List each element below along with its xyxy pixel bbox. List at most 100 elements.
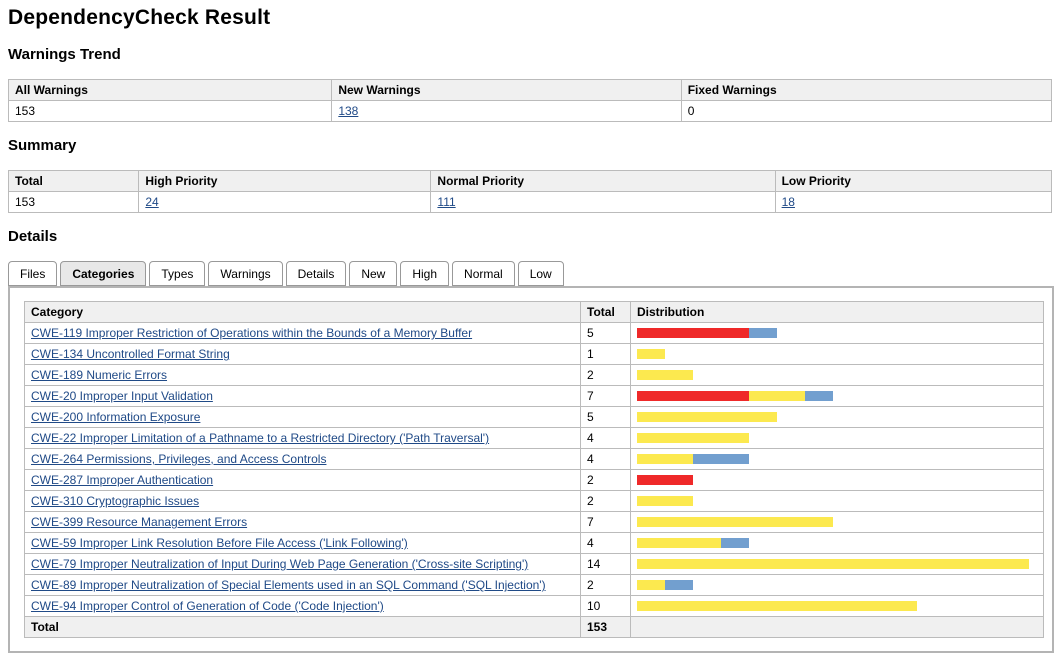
category-total: 7 <box>580 511 631 533</box>
tab-warnings[interactable]: Warnings <box>208 261 283 286</box>
distribution-segment-normal <box>637 517 833 527</box>
high-priority-link[interactable]: 24 <box>145 195 159 209</box>
distribution-segment-low <box>805 391 833 401</box>
col-category-total: Total <box>580 301 631 323</box>
table-row: CWE-287 Improper Authentication 2 <box>24 469 1044 491</box>
col-distribution: Distribution <box>630 301 1044 323</box>
distribution-bar <box>637 601 1037 611</box>
distribution-bar <box>637 496 1037 506</box>
distribution-segment-low <box>721 538 749 548</box>
table-row: CWE-310 Cryptographic Issues 2 <box>24 490 1044 512</box>
distribution-segment-normal <box>749 391 805 401</box>
table-row: CWE-119 Improper Restriction of Operatio… <box>24 322 1044 344</box>
category-total: 7 <box>580 385 631 407</box>
category-link[interactable]: CWE-22 Improper Limitation of a Pathname… <box>31 431 490 445</box>
distribution-segment-low <box>665 580 693 590</box>
distribution-segment-high <box>637 328 749 338</box>
category-link[interactable]: CWE-134 Uncontrolled Format String <box>31 347 230 361</box>
fixed-warnings-value: 0 <box>680 100 1053 122</box>
table-row: CWE-189 Numeric Errors 2 <box>24 364 1044 386</box>
tab-high[interactable]: High <box>400 261 450 286</box>
category-total: 4 <box>580 532 631 554</box>
tab-low[interactable]: Low <box>517 261 564 286</box>
details-heading: Details <box>8 228 58 245</box>
distribution-bar <box>637 370 1037 380</box>
category-total: 2 <box>580 490 631 512</box>
distribution-segment-normal <box>637 559 1029 569</box>
category-link[interactable]: CWE-310 Cryptographic Issues <box>31 494 200 508</box>
table-row: CWE-134 Uncontrolled Format String 1 <box>24 343 1044 365</box>
distribution-segment-normal <box>637 454 693 464</box>
category-link[interactable]: CWE-264 Permissions, Privileges, and Acc… <box>31 452 327 466</box>
col-high-priority: High Priority <box>138 170 432 192</box>
distribution-bar <box>637 517 1037 527</box>
distribution-segment-low <box>749 328 777 338</box>
distribution-segment-normal <box>637 601 917 611</box>
category-link[interactable]: CWE-94 Improper Control of Generation of… <box>31 599 384 613</box>
tab-files[interactable]: Files <box>8 261 58 286</box>
category-link[interactable]: CWE-200 Information Exposure <box>31 410 201 424</box>
category-link[interactable]: CWE-79 Improper Neutralization of Input … <box>31 557 529 571</box>
category-total: 10 <box>580 595 631 617</box>
table-row: CWE-59 Improper Link Resolution Before F… <box>24 532 1044 554</box>
category-link[interactable]: CWE-189 Numeric Errors <box>31 368 168 382</box>
footer-total: 153 <box>580 616 631 638</box>
details-tab-bar: Files Categories Types Warnings Details New Hi… <box>8 261 1060 286</box>
distribution-segment-normal <box>637 412 777 422</box>
category-total: 2 <box>580 364 631 386</box>
col-category: Category <box>24 301 581 323</box>
distribution-bar <box>637 433 1037 443</box>
distribution-segment-high <box>637 475 693 485</box>
category-link[interactable]: CWE-59 Improper Link Resolution Before F… <box>31 536 408 550</box>
col-low-priority: Low Priority <box>774 170 1053 192</box>
category-total: 4 <box>580 427 631 449</box>
summary-table: Total High Priority Normal Priority Low … <box>7 170 1053 213</box>
distribution-segment-low <box>693 454 749 464</box>
table-row: CWE-94 Improper Control of Generation of… <box>24 595 1044 617</box>
warnings-trend-table: All Warnings New Warnings Fixed Warnings… <box>7 79 1053 122</box>
tab-normal[interactable]: Normal <box>452 261 515 286</box>
tab-types[interactable]: Types <box>149 261 206 286</box>
category-total: 2 <box>580 469 631 491</box>
category-link[interactable]: CWE-287 Improper Authentication <box>31 473 214 487</box>
distribution-bar <box>637 328 1037 338</box>
table-row: CWE-20 Improper Input Validation 7 <box>24 385 1044 407</box>
category-link[interactable]: CWE-399 Resource Management Errors <box>31 515 248 529</box>
details-tab-pane: Category Total Distribution CWE-119 Impr… <box>8 286 1054 653</box>
table-row: CWE-89 Improper Neutralization of Specia… <box>24 574 1044 596</box>
category-link[interactable]: CWE-89 Improper Neutralization of Specia… <box>31 578 546 592</box>
footer-label: Total <box>24 616 581 638</box>
table-row: CWE-200 Information Exposure 5 <box>24 406 1044 428</box>
category-total: 14 <box>580 553 631 575</box>
distribution-bar <box>637 475 1037 485</box>
distribution-bar <box>637 412 1037 422</box>
normal-priority-link[interactable]: 111 <box>437 195 456 209</box>
distribution-bar <box>637 559 1037 569</box>
new-warnings-link[interactable]: 138 <box>338 104 359 118</box>
distribution-segment-normal <box>637 349 665 359</box>
col-total: Total <box>7 170 140 192</box>
category-link[interactable]: CWE-20 Improper Input Validation <box>31 389 213 403</box>
all-warnings-value: 153 <box>7 100 333 122</box>
summary-total-value: 153 <box>7 191 140 213</box>
tab-categories[interactable]: Categories <box>60 261 147 286</box>
tab-new[interactable]: New <box>349 261 398 286</box>
distribution-segment-normal <box>637 580 665 590</box>
category-link[interactable]: CWE-119 Improper Restriction of Operatio… <box>31 326 473 340</box>
low-priority-link[interactable]: 18 <box>781 195 795 209</box>
category-total: 5 <box>580 322 631 344</box>
col-all-warnings: All Warnings <box>7 79 333 101</box>
table-row: CWE-79 Improper Neutralization of Input … <box>24 553 1044 575</box>
table-footer-row: Total 153 <box>24 616 1044 638</box>
table-row: CWE-399 Resource Management Errors 7 <box>24 511 1044 533</box>
warnings-trend-heading: Warnings Trend <box>8 46 121 63</box>
distribution-bar <box>637 349 1037 359</box>
distribution-segment-normal <box>637 496 693 506</box>
tab-details[interactable]: Details <box>285 261 347 286</box>
category-total: 4 <box>580 448 631 470</box>
category-total: 5 <box>580 406 631 428</box>
col-fixed-warnings: Fixed Warnings <box>680 79 1053 101</box>
distribution-segment-normal <box>637 433 749 443</box>
col-normal-priority: Normal Priority <box>430 170 776 192</box>
category-total: 2 <box>580 574 631 596</box>
